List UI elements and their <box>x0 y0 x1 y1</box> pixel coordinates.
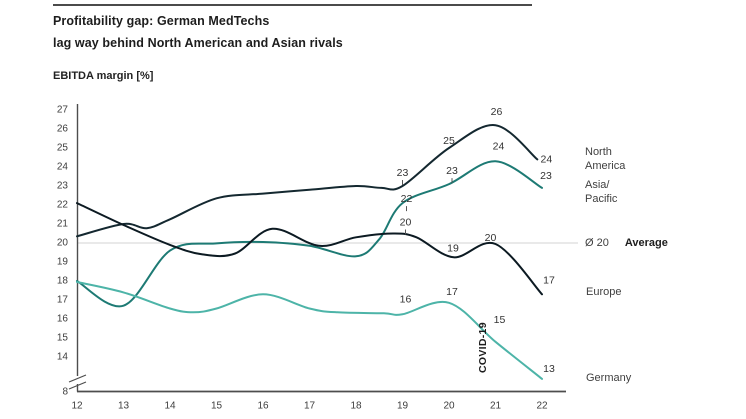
legend-label: America <box>585 159 626 172</box>
y-tick-label: 18 <box>57 276 69 287</box>
axis-break-icon <box>68 374 87 383</box>
x-tick-label: 17 <box>304 401 316 412</box>
y-tick-label: 23 <box>57 181 69 192</box>
x-tick-label: 20 <box>443 401 455 412</box>
x-tick-label: 16 <box>257 401 269 412</box>
series-line-europe <box>76 202 543 296</box>
x-tick-label: 12 <box>71 401 83 412</box>
header-divider <box>53 4 532 6</box>
y-tick-label: 27 <box>57 105 69 116</box>
data-label: 17 <box>446 286 458 298</box>
legend-average: Ø 20 Average <box>585 237 668 251</box>
y-tick-label: 17 <box>57 295 69 306</box>
data-label: 24 <box>541 153 553 165</box>
legend-north-america: North America <box>585 146 625 173</box>
x-tick-label: 22 <box>536 401 548 412</box>
average-value-label: Ø 20 <box>585 237 609 249</box>
data-label: 22 <box>401 193 413 205</box>
x-tick-label: 14 <box>164 401 176 412</box>
y-tick-label: 24 <box>57 162 69 173</box>
data-label: 26 <box>491 106 503 118</box>
y-tick-label: 22 <box>57 200 69 211</box>
legend-label: Pacific <box>585 192 618 205</box>
legend-label: Asia/ <box>585 179 610 191</box>
legend-europe: Europe <box>586 286 622 298</box>
legend-label: North <box>585 146 612 158</box>
x-tick-label: 19 <box>397 401 409 412</box>
data-label: 25 <box>443 135 455 147</box>
y-axis-title: EBITDA margin [%] <box>53 70 154 82</box>
x-tick-label: 21 <box>490 401 502 412</box>
covid-19-annotation: COVID-19 <box>477 322 489 373</box>
data-label: 23 <box>540 170 552 182</box>
data-label: 23 <box>397 167 409 179</box>
series-line-north-america <box>76 124 539 238</box>
data-label: 16 <box>400 293 412 305</box>
data-label: 15 <box>494 314 506 326</box>
chart-title-line2: lag way behind North American and Asian … <box>53 36 343 50</box>
data-label: 17 <box>543 274 555 286</box>
y-tick-label: 19 <box>57 257 69 268</box>
y-tick-label: 16 <box>57 314 69 325</box>
y-tick-label: 25 <box>57 143 69 154</box>
series-line-asia-pacific <box>76 160 543 308</box>
data-label: 23 <box>446 165 458 177</box>
series-line-germany <box>76 281 543 380</box>
y-tick-label: 26 <box>57 124 69 135</box>
y-tick-label: 20 <box>57 238 69 249</box>
y-tick-label-break: 8 <box>62 387 68 398</box>
x-tick-label: 15 <box>211 401 223 412</box>
chart-title-line1: Profitability gap: German MedTechs <box>53 14 270 28</box>
data-label: 19 <box>447 242 459 254</box>
x-tick-label: 13 <box>118 401 130 412</box>
y-tick-label: 15 <box>57 333 69 344</box>
legend-germany: Germany <box>586 372 632 384</box>
chart-title: Profitability gap: German MedTechs lag w… <box>53 10 343 54</box>
average-word-label: Average <box>624 237 668 249</box>
data-label: 20 <box>400 216 412 228</box>
axis-break-icon <box>68 381 87 390</box>
y-tick-label: 21 <box>57 219 69 230</box>
legend-asia-pacific: Asia/ Pacific <box>585 179 617 206</box>
y-tick-label: 14 <box>57 352 69 363</box>
data-label: 20 <box>485 232 497 244</box>
x-tick-label: 18 <box>350 401 362 412</box>
data-label: 24 <box>493 140 505 152</box>
data-label: 13 <box>543 363 555 375</box>
